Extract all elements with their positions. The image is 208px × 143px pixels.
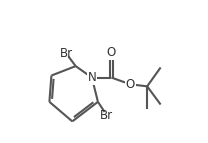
Text: O: O	[126, 78, 135, 91]
Text: Br: Br	[100, 109, 113, 122]
Text: Br: Br	[59, 47, 73, 60]
Text: N: N	[88, 71, 96, 84]
Text: O: O	[107, 46, 116, 59]
